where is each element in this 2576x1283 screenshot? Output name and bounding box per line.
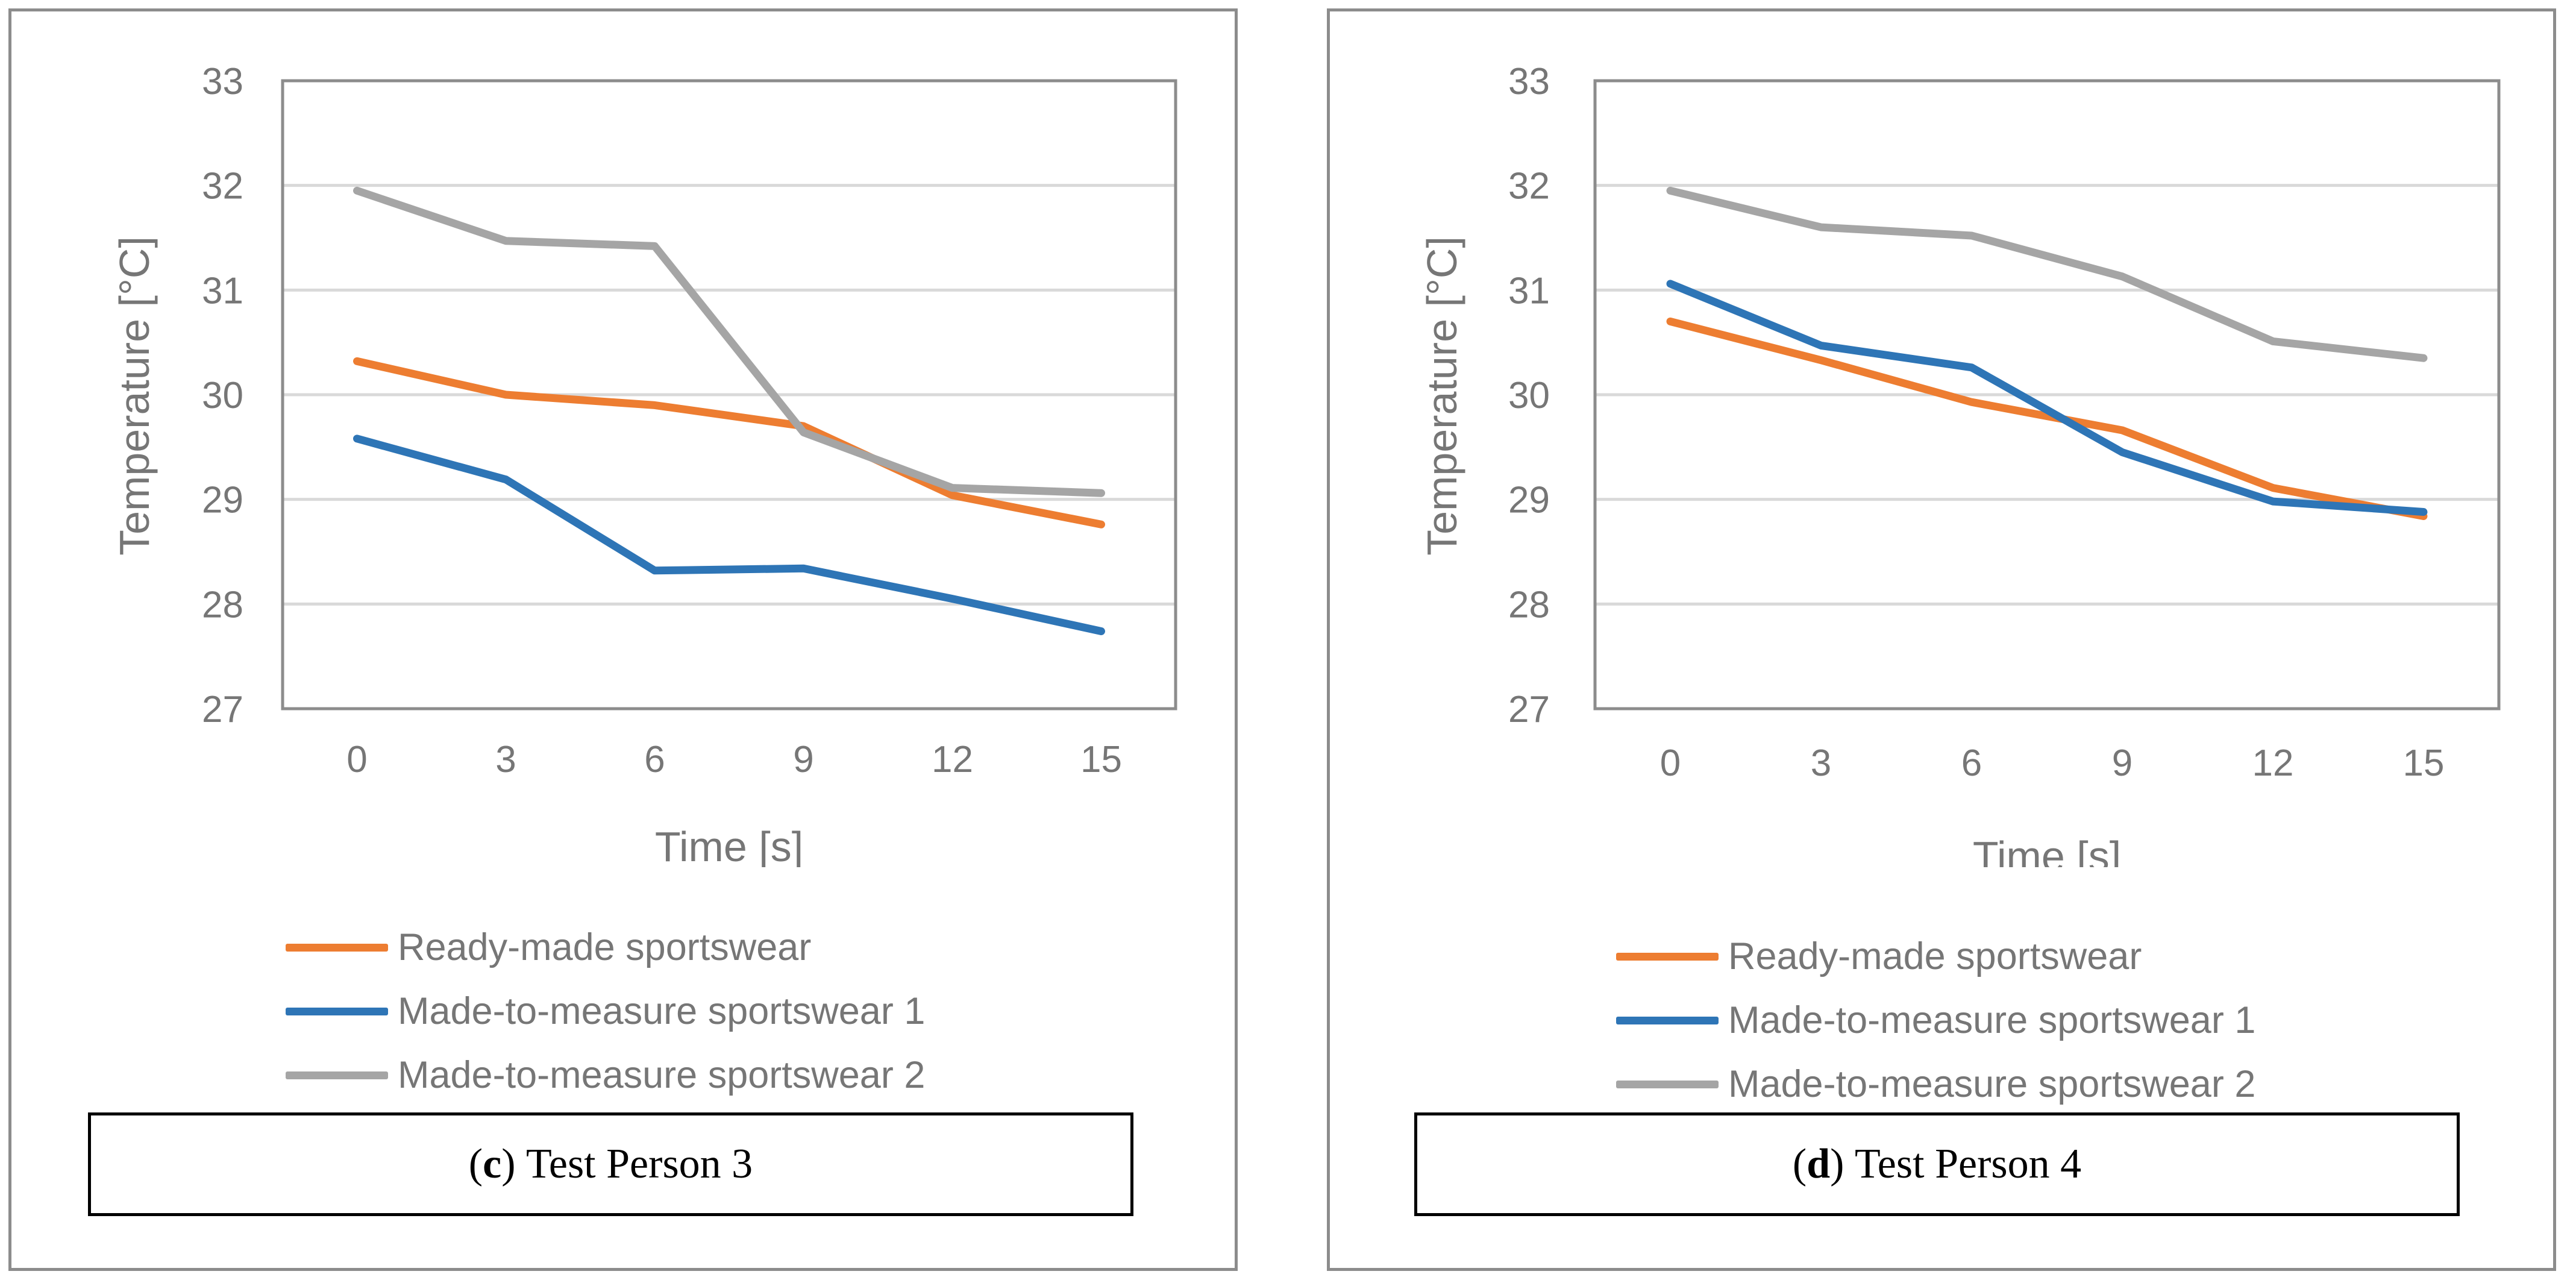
y-tick-label: 28 xyxy=(1508,584,1550,626)
x-axis-title: Time [s] xyxy=(1973,833,2121,867)
legend-swatch-ready-made xyxy=(1616,952,1719,961)
caption-letter-open: ( xyxy=(468,1141,483,1187)
y-tick-label: 31 xyxy=(202,270,243,312)
legend-item-ready-made: Ready-made sportswear xyxy=(286,915,925,979)
y-tick-label: 29 xyxy=(202,480,243,521)
series-line-ready-made-sportswear xyxy=(353,357,1105,529)
y-tick-label: 33 xyxy=(1508,61,1550,102)
legend-item-made-to-measure-1: Made-to-measure sportswear 1 xyxy=(1616,988,2255,1052)
chart-panel-d: 27 28 29 30 31 32 33 0 3 6 9 12 15 Time [s] Temperatur… xyxy=(1327,8,2556,1271)
x-tick-label: 0 xyxy=(1660,742,1681,784)
x-tick-label: 3 xyxy=(1811,742,1831,784)
y-tick-label: 33 xyxy=(202,61,243,102)
caption-letter-open: ( xyxy=(1792,1141,1807,1187)
series-line-made-to-measure-sportswear-2 xyxy=(1666,186,2428,362)
legend-swatch-made-to-measure-2 xyxy=(1616,1080,1719,1088)
legend-c: Ready-made sportswear Made-to-measure sp… xyxy=(286,915,925,1107)
caption-d: (d) Test Person 4 xyxy=(1414,1112,2460,1216)
legend-label-ready-made: Ready-made sportswear xyxy=(398,926,812,968)
y-tick-label: 27 xyxy=(1508,689,1550,730)
plot-frame xyxy=(1593,79,2501,711)
line-chart-d: 27 28 29 30 31 32 33 0 3 6 9 12 15 Time [s] Temperatur… xyxy=(1418,61,2501,867)
legend-item-made-to-measure-1: Made-to-measure sportswear 1 xyxy=(286,979,925,1043)
x-tick-label: 0 xyxy=(346,739,367,780)
plot-frame xyxy=(281,79,1177,711)
legend-d: Ready-made sportswear Made-to-measure sp… xyxy=(1616,924,2255,1116)
caption-letter: c xyxy=(483,1141,502,1187)
y-tick-label: 31 xyxy=(1508,270,1550,312)
legend-item-made-to-measure-2: Made-to-measure sportswear 2 xyxy=(1616,1052,2255,1116)
legend-swatch-made-to-measure-1 xyxy=(1616,1016,1719,1024)
x-tick-label: 9 xyxy=(2112,742,2133,784)
legend-label-ready-made: Ready-made sportswear xyxy=(1728,935,2142,977)
series-line-made-to-measure-sportswear-1 xyxy=(353,434,1105,635)
legend-swatch-made-to-measure-1 xyxy=(286,1007,388,1015)
caption-text: Test Person 4 xyxy=(1854,1141,2082,1187)
caption-c: (c) Test Person 3 xyxy=(88,1112,1133,1216)
line-chart-c: 27 28 29 30 31 32 33 0 3 6 9 12 15 Time [s] Temperatur… xyxy=(111,61,1177,867)
x-tick-label: 6 xyxy=(1961,742,1982,784)
legend-item-made-to-measure-2: Made-to-measure sportswear 2 xyxy=(286,1043,925,1107)
legend-label-made-to-measure-1: Made-to-measure sportswear 1 xyxy=(398,990,926,1032)
caption-text: Test Person 3 xyxy=(526,1141,753,1187)
legend-label-made-to-measure-2: Made-to-measure sportswear 2 xyxy=(1728,1063,2256,1105)
series-line-ready-made-sportswear xyxy=(1666,317,2428,520)
legend-item-ready-made: Ready-made sportswear xyxy=(1616,924,2255,988)
y-tick-label: 27 xyxy=(202,689,243,730)
x-tick-label: 6 xyxy=(644,739,665,780)
caption-letter-close: ) xyxy=(1830,1141,1855,1187)
y-tick-label: 30 xyxy=(202,375,243,416)
chart-panel-c: 27 28 29 30 31 32 33 0 3 6 9 12 15 Time [s] Temperatur… xyxy=(8,8,1238,1271)
y-axis-title: Temperature [°C] xyxy=(1418,236,1465,556)
x-axis-title: Time [s] xyxy=(655,823,803,867)
caption-letter-close: ) xyxy=(501,1141,526,1187)
y-tick-label: 30 xyxy=(1508,375,1550,416)
y-axis-title: Temperature [°C] xyxy=(111,236,158,556)
x-tick-label: 3 xyxy=(495,739,516,780)
x-tick-label: 12 xyxy=(2252,742,2294,784)
y-tick-label: 32 xyxy=(1508,166,1550,207)
y-tick-label: 29 xyxy=(1508,480,1550,521)
x-tick-label: 15 xyxy=(2403,742,2445,784)
series-line-made-to-measure-sportswear-1 xyxy=(1666,280,2428,516)
caption-letter: d xyxy=(1807,1141,1831,1187)
y-tick-label: 28 xyxy=(202,584,243,626)
legend-swatch-made-to-measure-2 xyxy=(286,1071,388,1079)
legend-label-made-to-measure-2: Made-to-measure sportswear 2 xyxy=(398,1054,926,1096)
x-tick-label: 15 xyxy=(1080,739,1122,780)
legend-swatch-ready-made xyxy=(286,943,388,952)
series-line-made-to-measure-sportswear-2 xyxy=(353,186,1105,497)
x-tick-label: 12 xyxy=(932,739,973,780)
legend-label-made-to-measure-1: Made-to-measure sportswear 1 xyxy=(1728,999,2256,1041)
x-tick-label: 9 xyxy=(793,739,813,780)
y-tick-label: 32 xyxy=(202,166,243,207)
